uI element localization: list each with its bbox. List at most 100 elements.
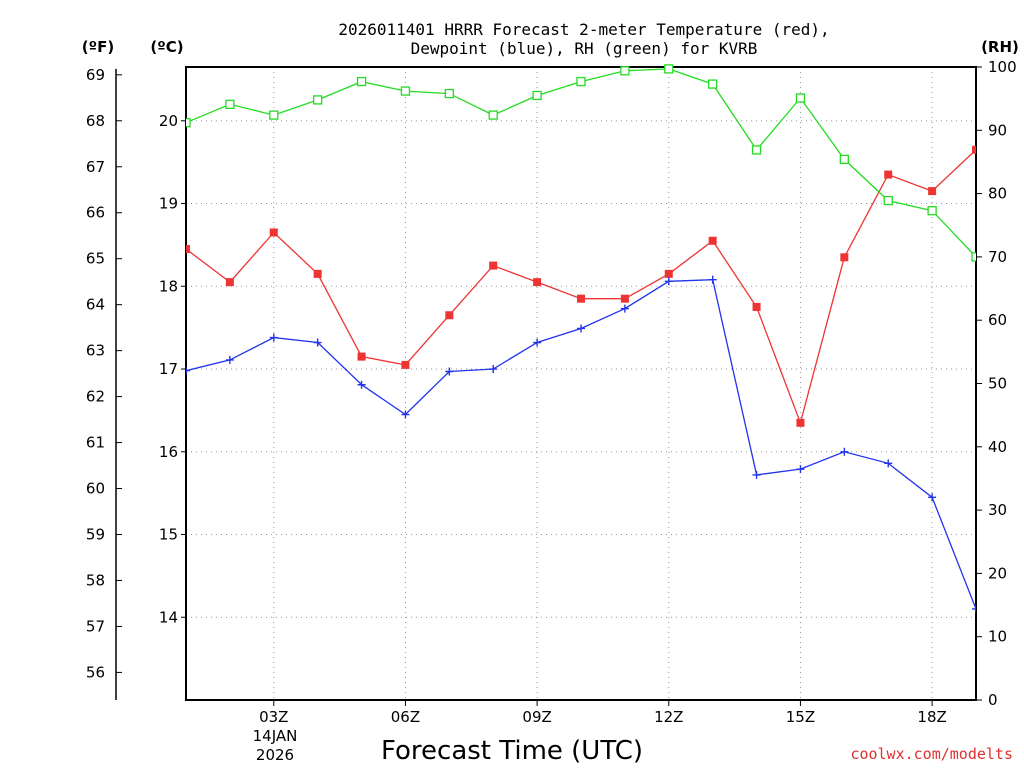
rh-point [971,252,976,262]
dewpoint-point [489,365,498,374]
temperature-point [313,269,322,278]
rh-point [883,195,893,206]
temperature-point [445,311,454,320]
rh-tick-label: 80 [988,185,1007,203]
rh-point [927,206,937,216]
fahrenheit-tick-label: 69 [86,66,105,84]
celsius-tick-label: 17 [159,360,178,378]
temperature-point [620,294,629,303]
dewpoint-point [884,459,893,468]
dewpoint-point [796,465,805,474]
rh-point [269,110,279,120]
rh-point [356,76,367,87]
celsius-tick-label: 20 [159,112,178,130]
fahrenheit-tick-label: 67 [86,158,105,176]
series-temperature [186,145,976,427]
date-label-day: 14JAN [253,727,298,745]
data-series [186,64,976,613]
rh-point [532,90,542,101]
fahrenheit-tick-label: 59 [86,526,105,544]
dewpoint-point [533,338,542,347]
fahrenheit-tick-label: 61 [86,434,105,452]
rh-point [576,76,586,87]
fahrenheit-tick-label: 64 [86,296,105,314]
dewpoint-point [186,366,190,375]
rh-point [708,79,718,89]
temperature-point [928,187,937,196]
temperature-point [796,418,805,427]
rh-point [225,99,235,109]
rh-tick-label: 50 [988,375,1007,393]
rh-point [839,154,849,165]
temperature-point [186,245,190,254]
rh-tick-label: 30 [988,501,1007,519]
plot-frame [185,66,977,701]
chart-title-line-1: 2026011401 HRRR Forecast 2-meter Tempera… [338,20,829,39]
dewpoint-point [445,367,454,376]
rh-point [751,145,762,155]
dewpoint-point [928,493,937,502]
fahrenheit-unit-label: (ºF) [82,38,114,56]
rh-tick-label: 90 [988,121,1007,139]
temperature-point [972,145,976,154]
celsius-unit-label: (ºC) [150,38,183,56]
celsius-tick-label: 14 [159,608,178,626]
rh-tick-label: 20 [988,564,1007,582]
x-tick-label: 12Z [654,708,683,726]
fahrenheit-tick-label: 56 [86,663,105,681]
rh-unit-label: (RH) [981,38,1019,56]
series-dewpoint [186,275,976,613]
temperature-point [533,278,542,287]
dewpoint-point [401,410,410,419]
rh-tick-label: 0 [988,691,998,709]
celsius-tick-label: 19 [159,195,178,213]
temperature-point [884,170,893,179]
x-tick-label: 03Z [259,708,288,726]
temperature-point [664,269,673,278]
dewpoint-point [313,338,322,347]
fahrenheit-tick-label: 60 [86,480,105,498]
dewpoint-point [577,324,585,333]
dewpoint-point [708,275,717,284]
rh-tick-label: 100 [988,58,1017,76]
credit-text: coolwx.com/modelts [850,745,1013,763]
fahrenheit-tick-label: 68 [86,112,105,130]
x-tick-label: 06Z [391,708,420,726]
temperature-point [269,228,278,237]
fahrenheit-tick-label: 63 [86,342,105,360]
rh-point [795,93,806,103]
fahrenheit-tick-label: 62 [86,388,105,406]
dewpoint-point [664,277,673,286]
rh-point [620,66,630,76]
tick-labels: 03Z 06Z 09Z 12Z 15Z 18Z 14 15 16 17 18 19 20 56 57 58 59… [86,58,1017,726]
series-rh [186,64,976,262]
axes [115,66,982,706]
celsius-tick-label: 16 [159,443,178,461]
x-tick-label: 15Z [786,708,815,726]
dewpoint-point [840,447,849,456]
fahrenheit-tick-label: 66 [86,204,105,222]
dewpoint-point [620,304,629,313]
temperature-point [752,302,761,311]
rh-point [313,95,323,105]
dewpoint-point [357,380,366,389]
temperature-point [577,294,585,303]
date-label-year: 2026 [256,746,294,764]
temperature-point [489,261,498,270]
fahrenheit-tick-label: 57 [86,617,105,635]
chart-title-line-2: Dewpoint (blue), RH (green) for KVRB [411,39,758,58]
rh-point [186,118,191,128]
dewpoint-point [225,355,234,364]
x-tick-label: 09Z [522,708,551,726]
dewpoint-point [972,604,976,613]
dewpoint-point [752,470,761,479]
temperature-point [225,278,234,287]
fahrenheit-tick-label: 65 [86,250,105,268]
rh-point [664,64,674,74]
gridlines [186,67,976,700]
celsius-tick-label: 15 [159,526,178,544]
rh-point [400,86,411,96]
temperature-point [840,253,849,262]
dewpoint-point [269,333,278,342]
